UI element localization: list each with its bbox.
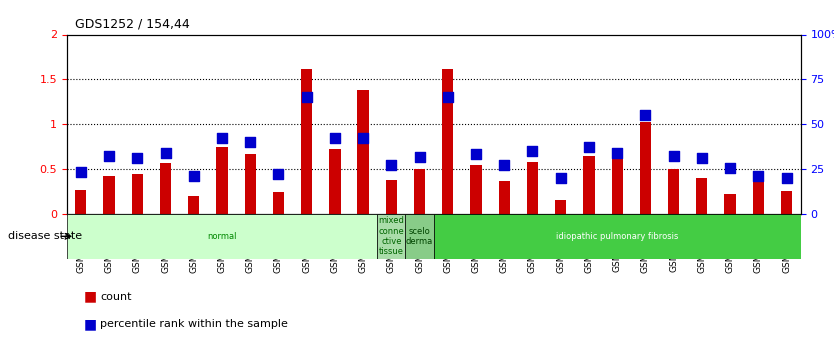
Bar	[640, 122, 651, 214]
Bar	[414, 169, 425, 214]
Bar	[611, 156, 623, 214]
Point	[723, 165, 736, 171]
Bar	[244, 154, 256, 214]
Point	[582, 144, 595, 149]
Point	[215, 135, 229, 140]
Text: idiopathic pulmonary fibrosis: idiopathic pulmonary fibrosis	[556, 232, 678, 241]
Point	[751, 174, 765, 179]
Text: ■: ■	[83, 290, 97, 304]
Bar	[329, 149, 340, 214]
Bar	[75, 190, 87, 214]
FancyBboxPatch shape	[405, 214, 434, 259]
Point	[131, 156, 144, 161]
Bar	[103, 176, 115, 214]
Bar	[752, 178, 764, 214]
Text: mixed
conne
ctive
tissue: mixed conne ctive tissue	[379, 216, 404, 256]
Bar	[442, 69, 454, 214]
Text: GDS1252 / 154,44: GDS1252 / 154,44	[75, 17, 190, 30]
Bar	[583, 156, 595, 214]
Point	[74, 169, 88, 175]
Point	[667, 153, 681, 158]
Point	[639, 112, 652, 118]
Bar	[668, 169, 679, 214]
Point	[498, 162, 511, 167]
FancyBboxPatch shape	[434, 214, 801, 259]
Text: percentile rank within the sample: percentile rank within the sample	[100, 319, 288, 329]
Text: normal: normal	[207, 232, 237, 241]
FancyBboxPatch shape	[377, 214, 405, 259]
Point	[187, 174, 200, 179]
Bar	[188, 196, 199, 214]
Point	[103, 153, 116, 158]
Bar	[725, 194, 736, 214]
Point	[610, 150, 624, 156]
Point	[441, 95, 455, 100]
Bar	[132, 175, 143, 214]
FancyBboxPatch shape	[67, 214, 377, 259]
Point	[384, 162, 398, 167]
Point	[244, 139, 257, 145]
Bar	[385, 180, 397, 214]
Point	[329, 135, 342, 140]
Text: ■: ■	[83, 317, 97, 331]
Point	[356, 135, 369, 140]
Point	[272, 171, 285, 176]
Point	[158, 150, 172, 156]
Text: count: count	[100, 292, 132, 302]
Bar	[273, 193, 284, 214]
Text: disease state: disease state	[8, 231, 83, 241]
Bar	[527, 162, 538, 214]
Point	[696, 156, 709, 161]
Point	[554, 175, 567, 181]
Bar	[499, 181, 510, 214]
Point	[413, 155, 426, 160]
Bar	[696, 178, 707, 214]
Point	[780, 175, 793, 181]
Bar	[358, 90, 369, 214]
Bar	[781, 191, 792, 214]
Bar	[555, 200, 566, 214]
Point	[525, 148, 539, 154]
Point	[300, 95, 314, 100]
Bar	[301, 69, 312, 214]
Point	[470, 151, 483, 157]
Text: scelo
derma: scelo derma	[406, 227, 433, 246]
Bar	[160, 163, 171, 214]
Bar	[216, 147, 228, 214]
Bar	[470, 165, 482, 214]
